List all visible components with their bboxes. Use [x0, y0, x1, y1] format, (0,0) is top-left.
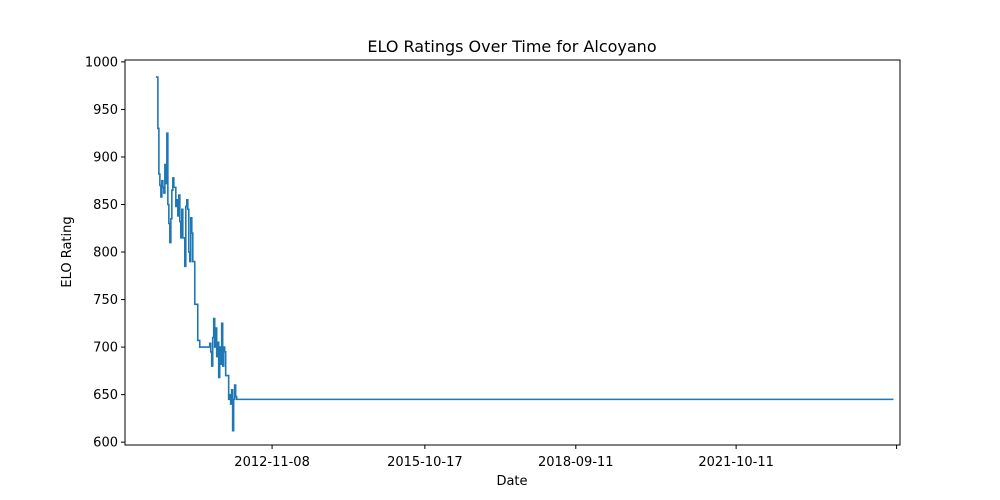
- y-tick-label: 800: [93, 246, 118, 261]
- plot-area: [155, 76, 894, 432]
- y-tick-label: 650: [93, 388, 118, 403]
- x-tick-label: 2012-11-08: [234, 455, 310, 470]
- y-tick-label: 1000: [85, 55, 118, 70]
- x-axis: 2012-11-08 2015-10-17 2018-09-11 2021-10-11: [234, 445, 898, 470]
- x-tick-label: 2021-10-11: [698, 455, 774, 470]
- x-tick-label: 2015-10-17: [387, 455, 463, 470]
- y-tick-label: 700: [93, 341, 118, 356]
- y-tick-label: 600: [93, 436, 118, 451]
- chart-title: ELO Ratings Over Time for Alcoyano: [367, 37, 656, 56]
- elo-series-line: [155, 76, 894, 432]
- x-tick-label: 2018-09-11: [538, 455, 614, 470]
- y-tick-label: 750: [93, 293, 118, 308]
- y-axis: 600 650 700 750 800 850 900 950 1000: [85, 55, 125, 451]
- y-axis-label: ELO Rating: [60, 216, 75, 287]
- y-tick-label: 850: [93, 198, 118, 213]
- x-axis-label: Date: [496, 474, 527, 489]
- y-tick-label: 900: [93, 150, 118, 165]
- y-tick-label: 950: [93, 103, 118, 118]
